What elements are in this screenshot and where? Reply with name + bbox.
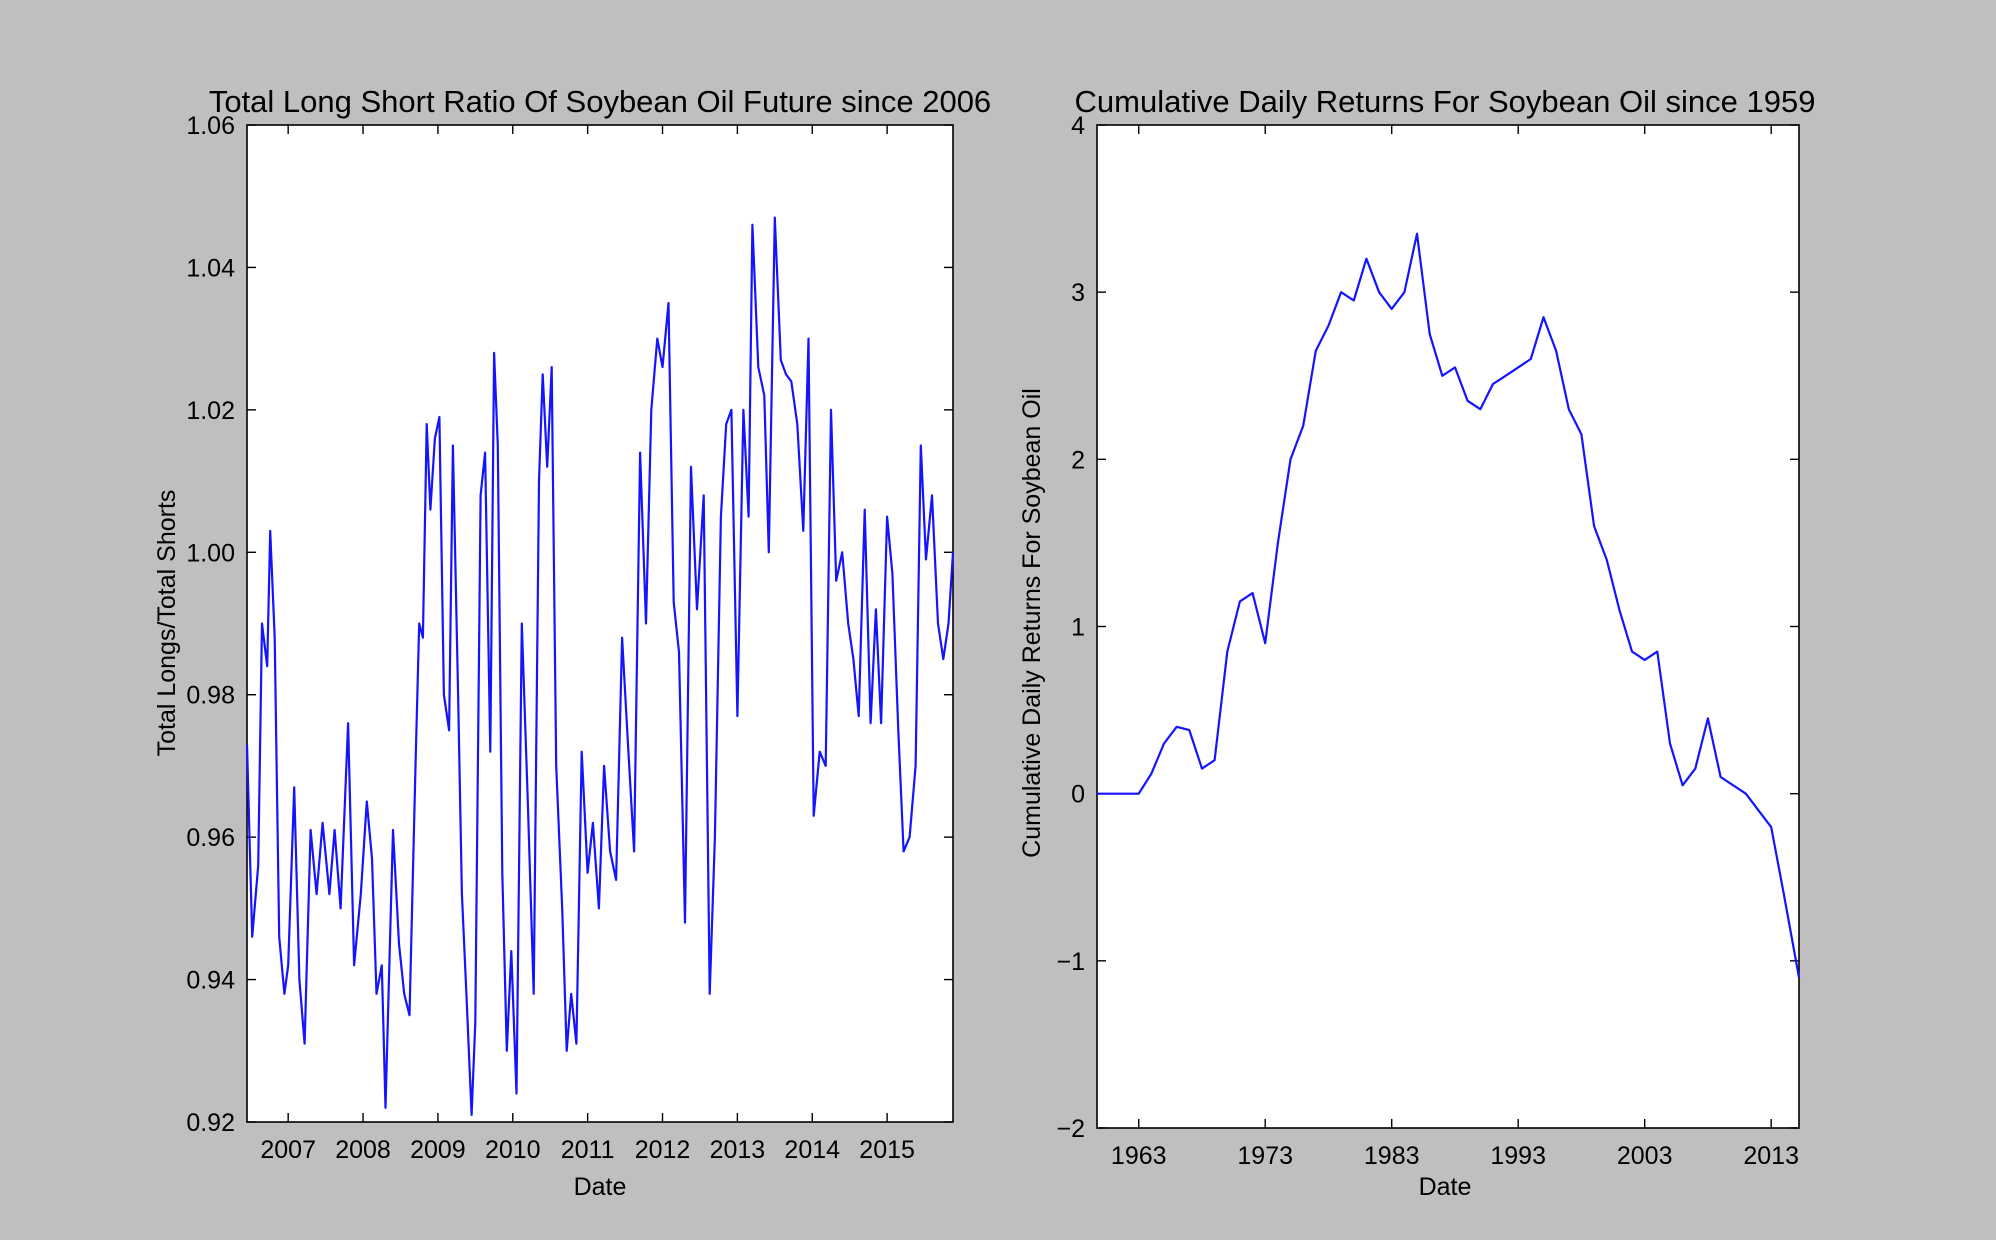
chart-title: Total Long Short Ratio Of Soybean Oil Fu… — [209, 84, 991, 119]
x-tick-label: 2014 — [784, 1136, 840, 1164]
x-tick-label: 1973 — [1237, 1142, 1293, 1170]
y-tick-label: 3 — [1071, 279, 1085, 307]
y-tick-label: 1 — [1071, 614, 1085, 642]
x-tick-label: 2013 — [1743, 1142, 1799, 1170]
y-tick-label: −2 — [1056, 1115, 1085, 1143]
chart-title: Cumulative Daily Returns For Soybean Oil… — [1075, 84, 1816, 119]
cumulative-returns-chart: 1963 1973 1983 1993 2003 2013 −2 −1 0 1 2 3 4 Cumul… — [1018, 84, 1815, 1201]
y-tick-label: 0.98 — [186, 682, 235, 710]
x-tick-label: 2003 — [1617, 1142, 1673, 1170]
series-line-0 — [245, 216, 955, 1117]
y-tick-label: 2 — [1071, 446, 1085, 474]
y-tick-label: −1 — [1056, 948, 1085, 976]
x-tick-label: 2011 — [561, 1136, 615, 1164]
series-group — [1097, 232, 1801, 978]
y-tick-label: 1.06 — [186, 112, 235, 140]
y-tick-label: 1.04 — [186, 254, 235, 282]
x-tick-label: 2008 — [335, 1136, 391, 1164]
y-tick-label: 1.00 — [186, 539, 235, 567]
x-tick-label: 1993 — [1490, 1142, 1546, 1170]
y-ticks: 0.92 0.94 0.96 0.98 1.00 1.02 1.04 1.06 — [186, 112, 953, 1137]
x-tick-label: 2010 — [485, 1136, 541, 1164]
y-tick-label: 0 — [1071, 781, 1085, 809]
y-tick-label: 0.92 — [186, 1109, 235, 1137]
series-line-0 — [1097, 232, 1801, 978]
x-tick-label: 2015 — [859, 1136, 915, 1164]
y-tick-label: 0.96 — [186, 824, 235, 852]
y-tick-label: 4 — [1071, 112, 1085, 140]
x-tick-label: 2009 — [410, 1136, 466, 1164]
plot-area — [246, 124, 954, 1123]
series-group — [245, 216, 955, 1117]
x-tick-label: 2007 — [260, 1136, 316, 1164]
long-short-ratio-chart: 2007 2008 2009 2010 2011 2012 2013 2014 2015 0.9… — [153, 84, 991, 1201]
y-axis-label: Total Longs/Total Shorts — [153, 490, 181, 757]
x-ticks: 2007 2008 2009 2010 2011 2012 2013 2014 2015 — [260, 125, 915, 1164]
x-tick-label: 2013 — [710, 1136, 766, 1164]
y-tick-label: 0.94 — [186, 967, 235, 995]
x-axis-label: Date — [574, 1173, 627, 1201]
plot-area — [1096, 124, 1800, 1129]
y-ticks: −2 −1 0 1 2 3 4 — [1056, 112, 1799, 1143]
x-tick-label: 2012 — [635, 1136, 691, 1164]
x-axis-label: Date — [1419, 1173, 1472, 1201]
x-ticks: 1963 1973 1983 1993 2003 2013 — [1111, 125, 1799, 1170]
x-tick-label: 1983 — [1364, 1142, 1420, 1170]
y-tick-label: 1.02 — [186, 397, 235, 425]
y-axis-label: Cumulative Daily Returns For Soybean Oil — [1018, 388, 1046, 858]
x-tick-label: 1963 — [1111, 1142, 1167, 1170]
